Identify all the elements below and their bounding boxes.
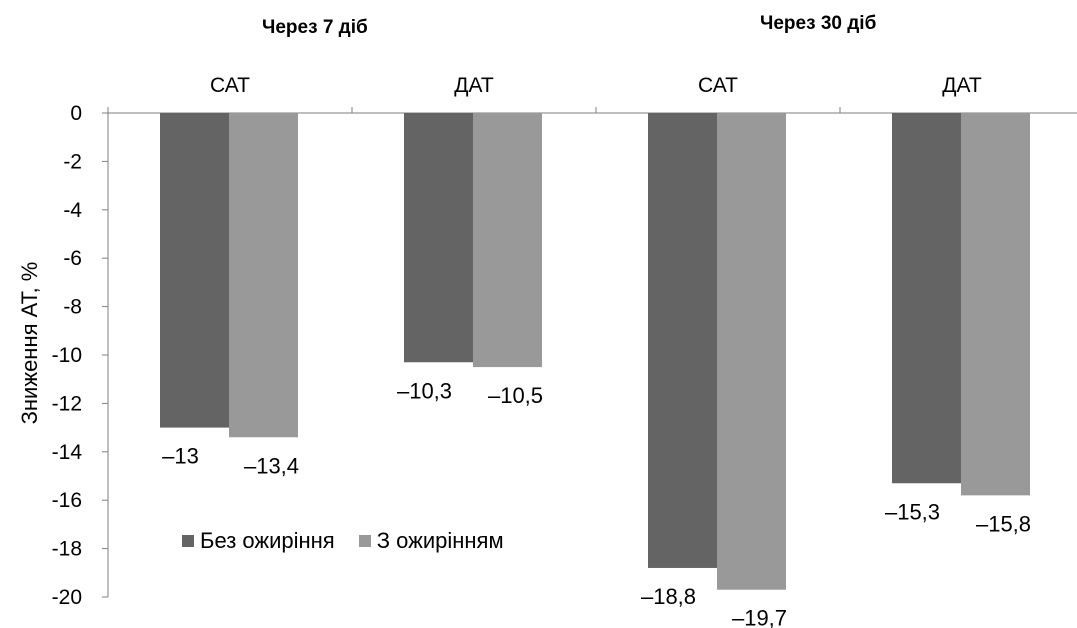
data-label: –10,3 [397, 378, 452, 403]
data-label: –15,3 [885, 499, 940, 524]
data-label: –18,8 [641, 584, 696, 609]
y-tick-label: -10 [52, 344, 82, 367]
bar [229, 113, 298, 438]
y-tick-label: -2 [63, 150, 82, 173]
y-tick-label: -18 [52, 538, 82, 561]
bar [160, 113, 229, 428]
data-label: –15,8 [976, 511, 1031, 536]
bar [648, 113, 717, 568]
category-label: ДАТ [942, 74, 982, 97]
category-label: САТ [698, 74, 738, 97]
y-tick-label: 0 [70, 102, 82, 125]
y-tick-label: -4 [63, 199, 82, 222]
legend: Без ожиріння З ожирінням [182, 528, 528, 554]
legend-label-with-obesity: З ожирінням [376, 528, 504, 553]
y-tick-label: -16 [52, 489, 82, 512]
y-axis-title: Зниження АТ, % [17, 261, 42, 425]
legend-label-without-obesity: Без ожиріння [200, 528, 335, 553]
bar [404, 113, 473, 363]
group-title-30-days: Через 30 діб [760, 13, 877, 34]
bar [717, 113, 786, 590]
data-label: –13 [162, 444, 199, 469]
bar [892, 113, 961, 484]
bar [473, 113, 542, 368]
y-tick-label: -8 [63, 296, 82, 319]
legend-item-without-obesity: Без ожиріння [182, 528, 335, 554]
category-label: ДАТ [454, 74, 494, 97]
legend-swatch-with-obesity [358, 535, 371, 547]
category-label: САТ [210, 74, 250, 97]
bar [961, 113, 1030, 496]
legend-swatch-without-obesity [182, 535, 194, 547]
y-tick-label: -6 [63, 247, 82, 270]
data-label: –19,7 [732, 606, 787, 628]
data-label: –10,5 [488, 383, 543, 408]
y-tick-label: -12 [52, 392, 82, 415]
group-title-7-days: Через 7 діб [262, 17, 368, 38]
legend-item-with-obesity: З ожирінням [358, 528, 504, 554]
data-label: –13,4 [244, 453, 299, 478]
y-tick-label: -20 [52, 586, 82, 609]
y-tick-label: -14 [52, 441, 83, 464]
y-axis-title-wrapper: Зниження АТ, % [6, 0, 54, 628]
